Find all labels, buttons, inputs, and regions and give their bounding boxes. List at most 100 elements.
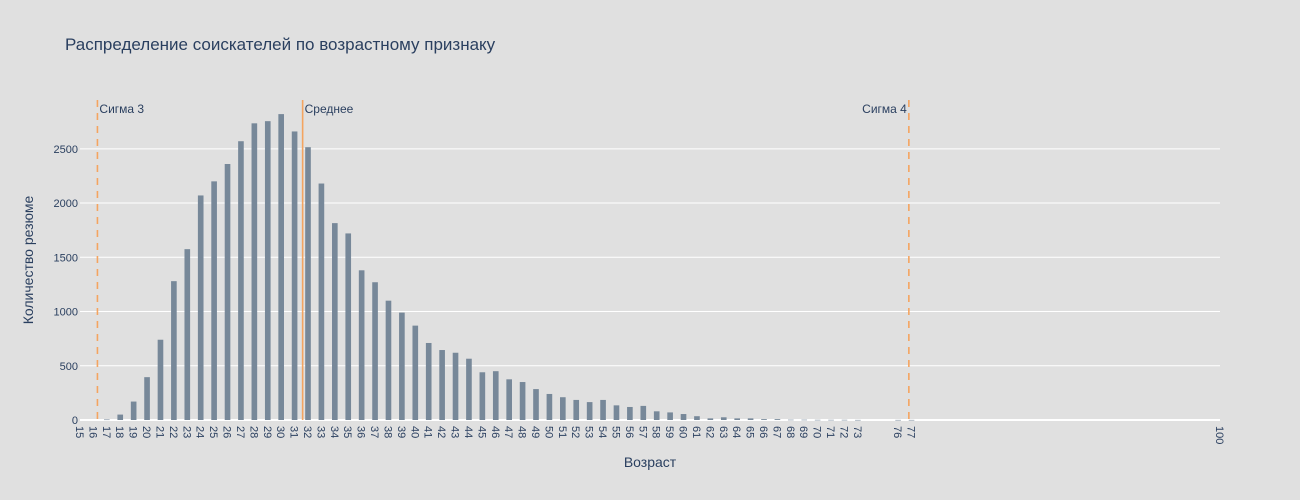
x-tick-label: 65 <box>744 426 756 438</box>
bar <box>801 419 808 421</box>
bar <box>533 389 539 420</box>
bar <box>600 399 606 420</box>
bar <box>412 325 419 420</box>
bar <box>841 419 848 421</box>
bar <box>828 419 834 421</box>
reference-line-label: Сигма 4 <box>862 102 907 116</box>
x-tick-label: 22 <box>167 426 179 438</box>
x-tick-label: 72 <box>837 426 849 438</box>
bar <box>466 358 472 420</box>
y-tick-label: 1000 <box>54 307 78 319</box>
y-tick-label: 1500 <box>54 252 78 264</box>
x-tick-label: 73 <box>851 426 863 438</box>
bar <box>908 419 915 421</box>
x-tick-label: 68 <box>784 426 796 438</box>
x-tick-label: 70 <box>811 426 823 438</box>
y-tick-label: 500 <box>60 361 78 373</box>
bar <box>144 377 150 420</box>
x-tick-label: 24 <box>194 426 206 438</box>
x-tick-label: 47 <box>502 426 514 438</box>
y-axis-title: Количество резюме <box>20 196 36 325</box>
bar <box>211 181 217 420</box>
bar <box>640 405 647 420</box>
bar <box>345 233 352 420</box>
x-tick-label: 56 <box>623 426 635 438</box>
bar <box>788 419 794 421</box>
bar <box>814 419 821 421</box>
x-tick-label: 57 <box>636 426 648 438</box>
x-tick-label: 40 <box>408 426 420 438</box>
x-tick-label: 36 <box>355 426 367 438</box>
bar <box>627 406 633 420</box>
y-axis-ticks: 0 500 1000 1500 2000 2500 <box>54 144 78 427</box>
x-tick-label: 18 <box>113 426 125 438</box>
bar <box>197 195 204 420</box>
bar <box>452 352 459 420</box>
bar <box>224 164 231 420</box>
bar <box>372 282 378 420</box>
y-tick-label: 0 <box>72 415 78 427</box>
x-tick-label: 19 <box>127 426 139 438</box>
bar <box>707 418 714 420</box>
bar <box>573 399 580 420</box>
x-tick-label: 35 <box>341 426 353 438</box>
bar <box>855 419 861 421</box>
bar <box>439 350 445 420</box>
x-tick-label: 42 <box>435 426 447 438</box>
x-axis-ticks: 15 16 17 18 19 20 21 22 23 24 25 26 27 28 29 30 31 32 33 34… <box>73 426 1225 444</box>
x-tick-label: 71 <box>824 426 836 438</box>
x-tick-label: 17 <box>100 426 112 438</box>
x-tick-label: 39 <box>395 426 407 438</box>
x-tick-label: 31 <box>288 426 300 438</box>
bar <box>747 418 754 420</box>
x-tick-label: 23 <box>180 426 192 438</box>
bar <box>667 412 673 420</box>
x-tick-label: 37 <box>368 426 380 438</box>
x-tick-label: 15 <box>73 426 85 438</box>
bar <box>479 372 486 420</box>
x-tick-label: 27 <box>234 426 246 438</box>
bar <box>264 121 271 421</box>
x-tick-label: 26 <box>221 426 233 438</box>
bar <box>694 416 700 420</box>
x-tick-label: 34 <box>328 426 340 438</box>
reference-line-label: Среднее <box>305 102 354 116</box>
bar <box>761 419 767 420</box>
x-tick-label: 59 <box>663 426 675 438</box>
x-tick-label: 41 <box>422 426 434 438</box>
x-tick-label: 32 <box>301 426 313 438</box>
x-tick-label: 66 <box>757 426 769 438</box>
bar <box>506 379 512 420</box>
x-tick-label: 48 <box>516 426 528 438</box>
bar <box>774 419 781 420</box>
x-tick-label: 64 <box>730 426 742 438</box>
x-tick-label: 44 <box>462 426 474 438</box>
x-tick-label: 45 <box>475 426 487 438</box>
x-tick-label: 46 <box>489 426 501 438</box>
bar <box>238 141 244 420</box>
chart-title: Распределение соискателей по возрастному… <box>65 35 496 54</box>
x-tick-label: 21 <box>153 426 165 438</box>
x-tick-label: 38 <box>381 426 393 438</box>
x-tick-label: 29 <box>261 426 273 438</box>
x-tick-label: 67 <box>770 426 782 438</box>
x-tick-label: 28 <box>247 426 259 438</box>
bar <box>104 419 110 421</box>
bar <box>184 249 191 420</box>
bar <box>157 339 164 420</box>
bar <box>680 414 687 420</box>
bar <box>117 414 124 420</box>
x-tick-label: 69 <box>797 426 809 438</box>
bar <box>492 371 499 420</box>
x-tick-label: 100 <box>1213 426 1225 444</box>
bar <box>332 223 338 420</box>
bar <box>613 405 620 420</box>
x-tick-label: 43 <box>449 426 461 438</box>
bar <box>358 270 365 420</box>
bar <box>130 401 137 420</box>
reference-lines: Сигма 3 Среднее Сигма 4 <box>96 100 910 420</box>
bar <box>546 393 553 420</box>
x-tick-label: 61 <box>690 426 702 438</box>
